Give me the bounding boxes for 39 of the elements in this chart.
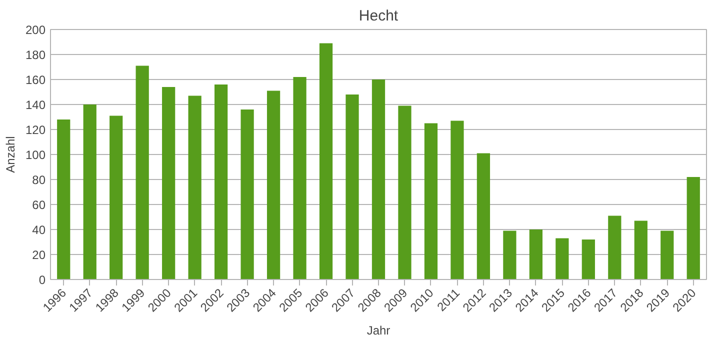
bar	[582, 240, 595, 280]
bar	[214, 84, 228, 280]
bar	[634, 220, 648, 280]
y-tick-label: 100	[25, 148, 46, 162]
y-tick-label: 120	[25, 123, 46, 137]
y-tick-label: 20	[32, 248, 46, 262]
bar	[83, 104, 96, 280]
bar	[529, 230, 542, 280]
y-tick-label: 80	[32, 173, 46, 187]
bar	[608, 216, 622, 280]
chart-title: Hecht	[358, 8, 399, 24]
bar	[293, 77, 306, 280]
y-tick-label: 200	[25, 23, 46, 37]
bar	[686, 177, 700, 280]
bar	[57, 120, 70, 280]
y-tick-label: 0	[38, 273, 46, 287]
bar	[424, 123, 438, 280]
bar	[162, 87, 176, 280]
y-tick-label: 160	[25, 73, 46, 87]
bar	[136, 66, 149, 280]
bar	[556, 238, 569, 280]
bar	[188, 96, 202, 280]
bar	[372, 80, 386, 280]
y-tick-label: 40	[32, 223, 46, 237]
bar	[398, 106, 412, 280]
bar	[503, 230, 516, 280]
y-tick-label: 60	[32, 198, 46, 212]
y-tick-label: 180	[25, 48, 46, 62]
bar	[240, 110, 254, 280]
bar	[266, 90, 280, 280]
bar	[476, 153, 490, 280]
bar	[450, 120, 464, 280]
bar	[110, 116, 123, 280]
bar	[346, 94, 359, 280]
bar	[319, 43, 333, 280]
x-axis-title: Jahr	[366, 324, 390, 338]
bar	[660, 230, 674, 280]
y-tick-label: 140	[25, 98, 46, 112]
y-axis-title: Anzahl	[3, 136, 18, 173]
